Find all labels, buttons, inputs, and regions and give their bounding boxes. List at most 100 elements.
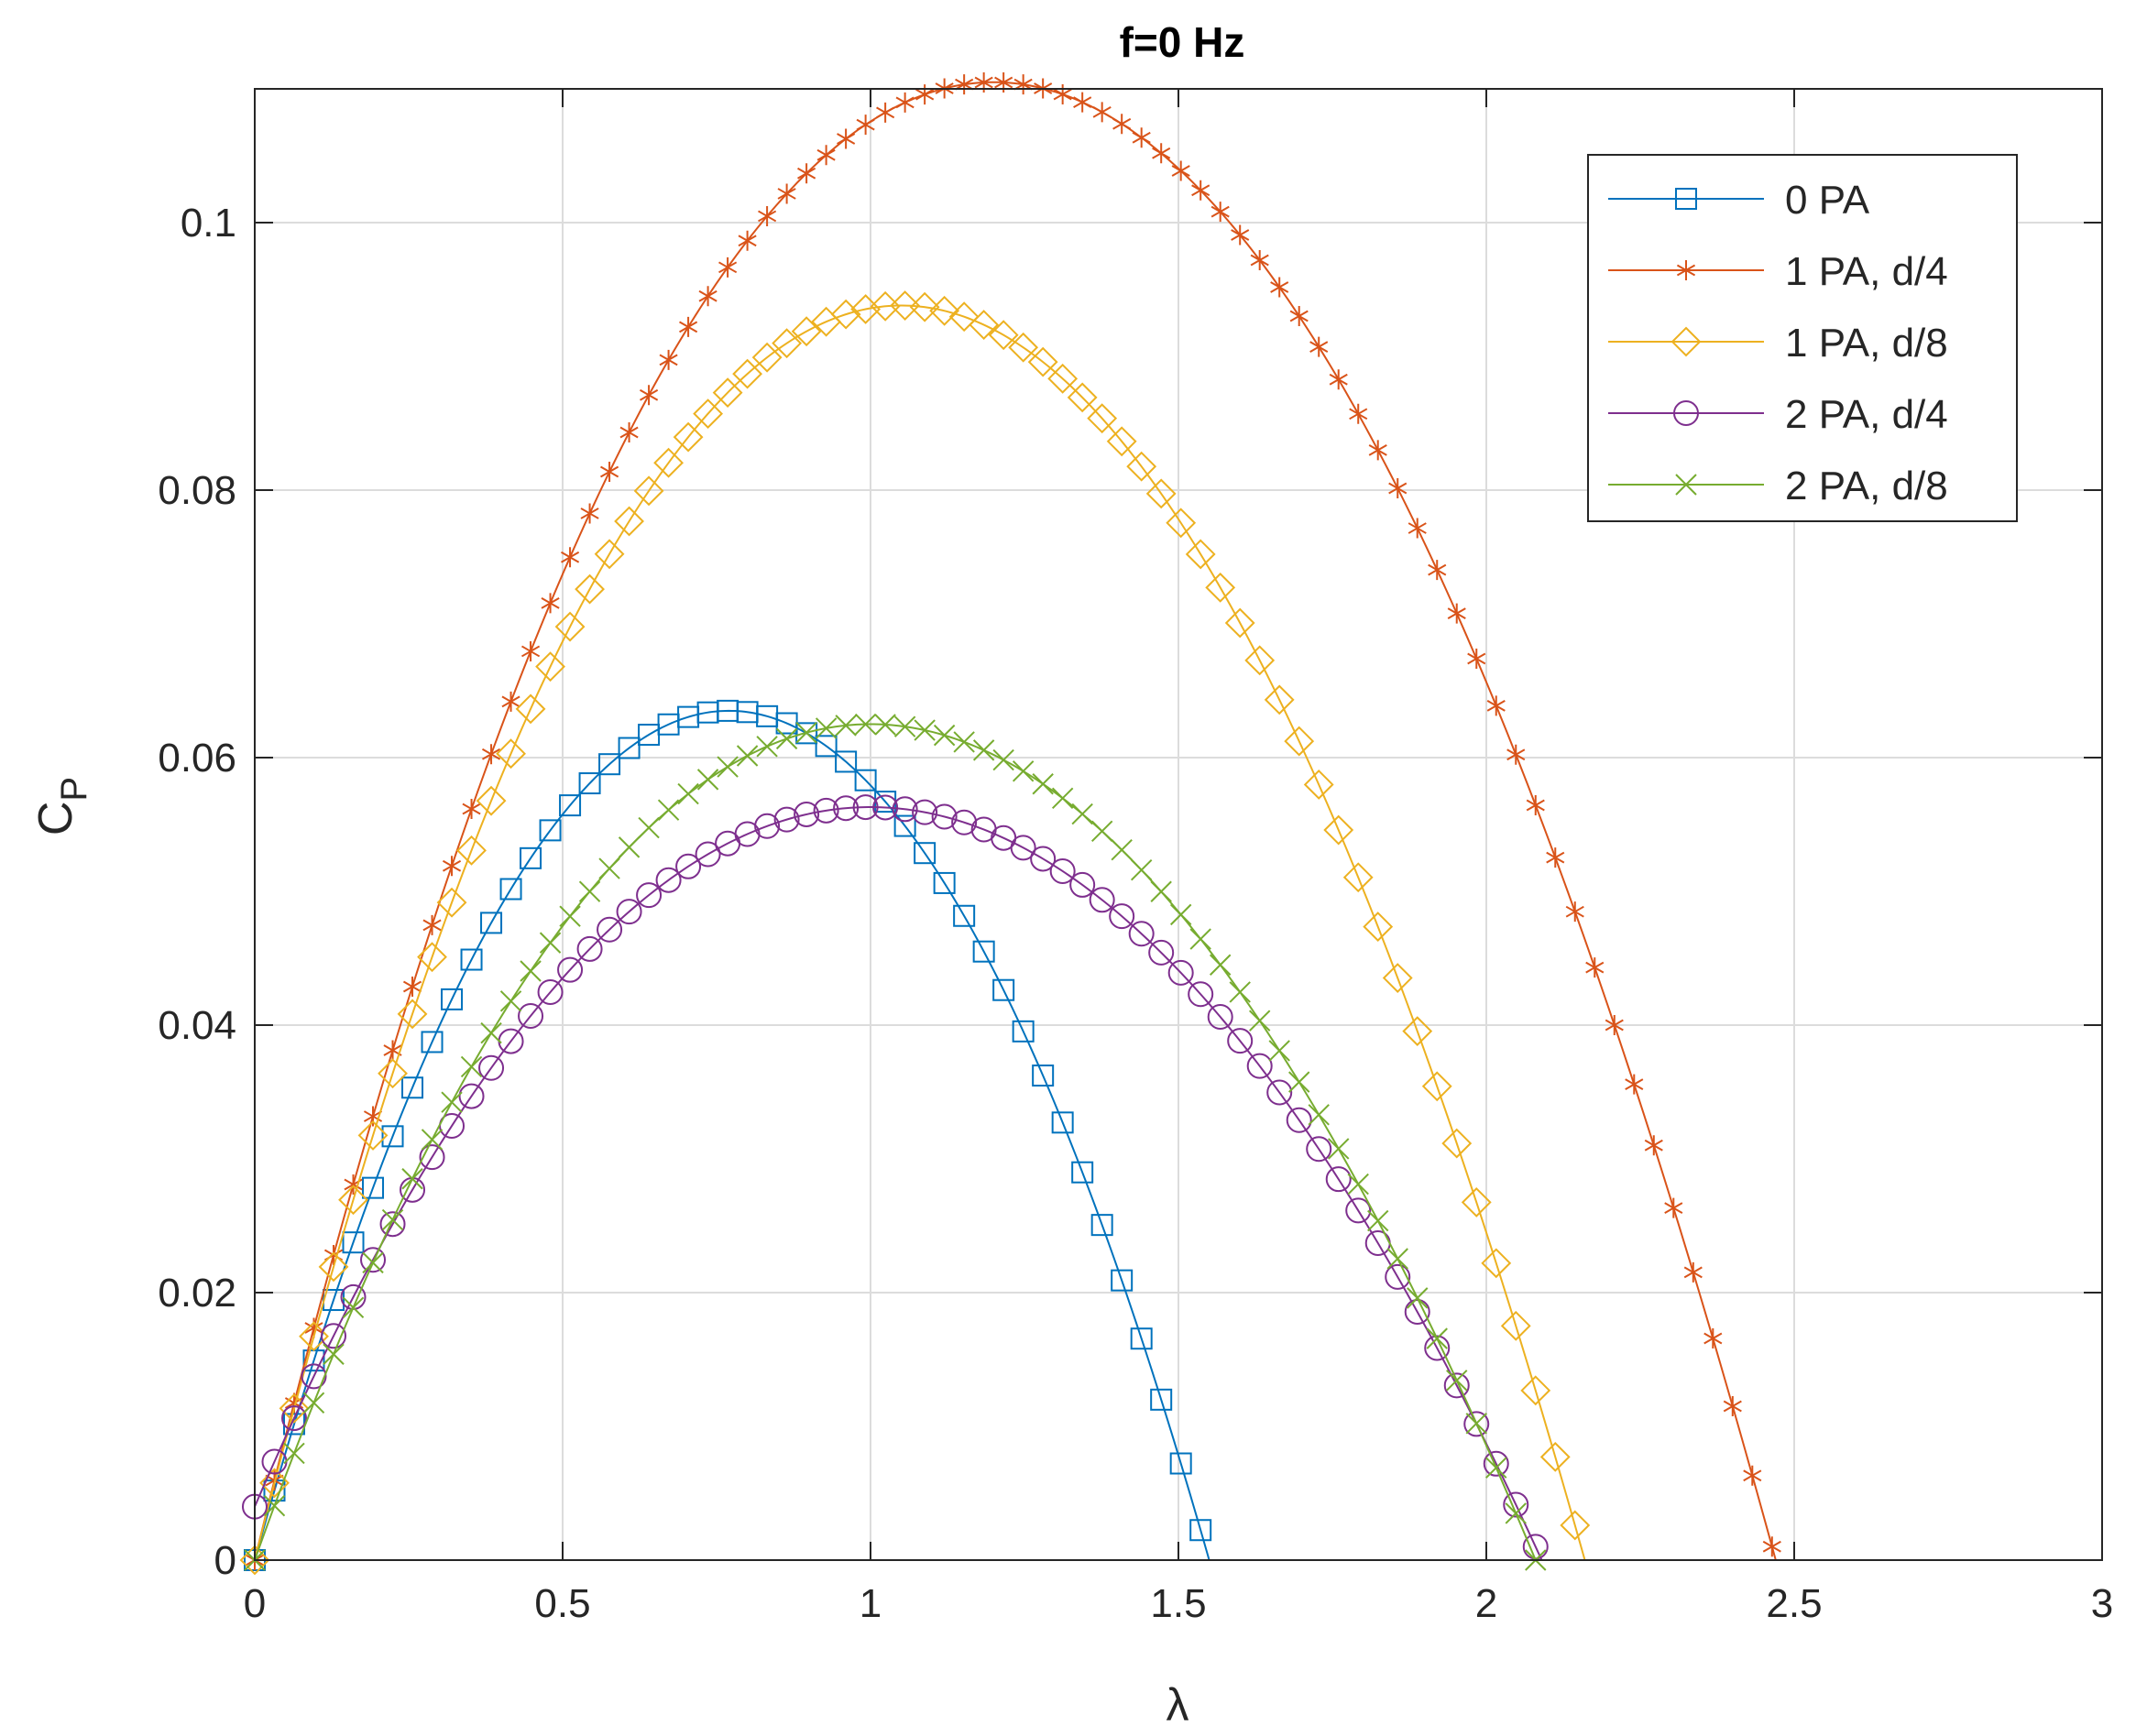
legend-label: 2 PA, d/4 — [1785, 392, 1948, 437]
data-point-marker — [1676, 260, 1696, 280]
data-point-marker — [1150, 1388, 1173, 1411]
data-point-marker — [1367, 1209, 1389, 1232]
series-2 — [239, 290, 1591, 1576]
data-point-marker — [815, 735, 838, 758]
legend-entry: 1 PA, d/8 — [1608, 321, 1948, 366]
data-point-marker — [636, 882, 663, 909]
data-point-marker — [417, 942, 447, 973]
data-point-marker — [1347, 1173, 1369, 1196]
svg-text:CP: CP — [29, 777, 94, 835]
legend-label: 1 PA, d/4 — [1785, 249, 1948, 294]
data-point-marker — [797, 163, 816, 184]
data-point-marker — [402, 976, 422, 997]
data-point-marker — [259, 1468, 290, 1499]
data-point-marker — [1150, 880, 1172, 902]
data-point-marker — [948, 301, 980, 333]
data-point-marker — [1207, 1004, 1233, 1031]
data-point-marker — [1209, 954, 1232, 976]
data-point-marker — [1625, 1074, 1644, 1095]
data-point-marker — [520, 960, 542, 982]
data-point-marker — [1013, 74, 1033, 95]
data-point-marker — [442, 856, 462, 877]
data-point-marker — [909, 291, 940, 322]
data-point-marker — [421, 1129, 444, 1151]
data-point-marker — [659, 349, 678, 370]
data-point-marker — [1328, 1138, 1350, 1160]
data-point-marker — [1683, 1261, 1703, 1283]
data-point-marker — [1152, 143, 1171, 164]
y-tick-label: 0.1 — [181, 201, 236, 246]
data-point-marker — [876, 102, 895, 123]
data-point-marker — [616, 899, 642, 925]
data-point-marker — [499, 878, 522, 901]
series-line — [254, 81, 1777, 1561]
data-point-marker — [833, 795, 860, 822]
data-point-marker — [1132, 127, 1151, 148]
data-point-marker — [422, 914, 442, 935]
data-point-marker — [580, 503, 599, 524]
data-point-marker — [1191, 180, 1210, 201]
data-point-marker — [281, 1405, 308, 1432]
data-point-marker — [501, 691, 520, 712]
data-point-marker — [1500, 1310, 1531, 1341]
data-point-marker — [1323, 814, 1354, 846]
data-point-marker — [456, 835, 487, 866]
data-point-marker — [653, 447, 684, 478]
data-point-marker — [436, 887, 467, 918]
data-point-marker — [381, 1208, 404, 1231]
x-tick-label: 0.5 — [534, 1581, 590, 1626]
data-point-marker — [633, 475, 664, 507]
data-point-marker — [854, 769, 877, 792]
data-point-marker — [1308, 1104, 1330, 1126]
data-point-marker — [698, 286, 717, 307]
data-point-marker — [1205, 572, 1236, 603]
data-point-marker — [1421, 1071, 1452, 1102]
data-point-marker — [362, 1176, 385, 1199]
data-point-marker — [1463, 1411, 1490, 1437]
data-point-marker — [1483, 1450, 1509, 1477]
data-point-marker — [1505, 1502, 1527, 1524]
data-point-marker — [560, 547, 580, 568]
data-point-marker — [1111, 1269, 1134, 1292]
data-point-marker — [1426, 1327, 1448, 1349]
x-tick-label: 2 — [1475, 1581, 1497, 1626]
data-point-marker — [541, 593, 560, 614]
data-point-marker — [696, 769, 719, 791]
data-point-marker — [854, 713, 877, 736]
data-point-marker — [1051, 1111, 1074, 1134]
data-point-marker — [321, 1323, 347, 1349]
data-point-marker — [795, 722, 817, 744]
data-point-marker — [872, 794, 899, 821]
data-point-marker — [318, 1251, 349, 1283]
data-point-marker — [738, 230, 757, 251]
series-line — [254, 723, 1537, 1561]
data-point-marker — [830, 299, 861, 330]
data-point-marker — [695, 841, 721, 868]
data-point-marker — [1189, 928, 1211, 950]
data-point-marker — [893, 814, 916, 837]
data-point-marker — [1130, 859, 1153, 881]
data-point-marker — [1087, 403, 1118, 434]
data-point-marker — [397, 999, 428, 1030]
data-point-marker — [640, 385, 659, 406]
data-point-marker — [1250, 249, 1269, 270]
data-point-marker — [1546, 847, 1565, 868]
data-point-marker — [1264, 684, 1295, 715]
legend-entry: 1 PA, d/4 — [1608, 249, 1948, 294]
data-point-marker — [1049, 857, 1076, 884]
data-point-marker — [1008, 332, 1039, 363]
data-point-marker — [1210, 202, 1230, 223]
data-point-marker — [1130, 1327, 1153, 1350]
data-point-marker — [575, 573, 605, 605]
data-point-marker — [535, 651, 565, 682]
x-tick-label: 0 — [244, 1581, 266, 1626]
series-line — [254, 709, 1210, 1561]
data-point-marker — [1345, 1197, 1372, 1224]
data-point-marker — [953, 904, 976, 927]
data-point-marker — [1424, 1335, 1451, 1361]
data-point-marker — [953, 731, 975, 753]
data-point-marker — [441, 988, 464, 1010]
data-point-marker — [1106, 426, 1137, 457]
data-point-marker — [1246, 1053, 1273, 1079]
data-point-marker — [1067, 382, 1098, 413]
